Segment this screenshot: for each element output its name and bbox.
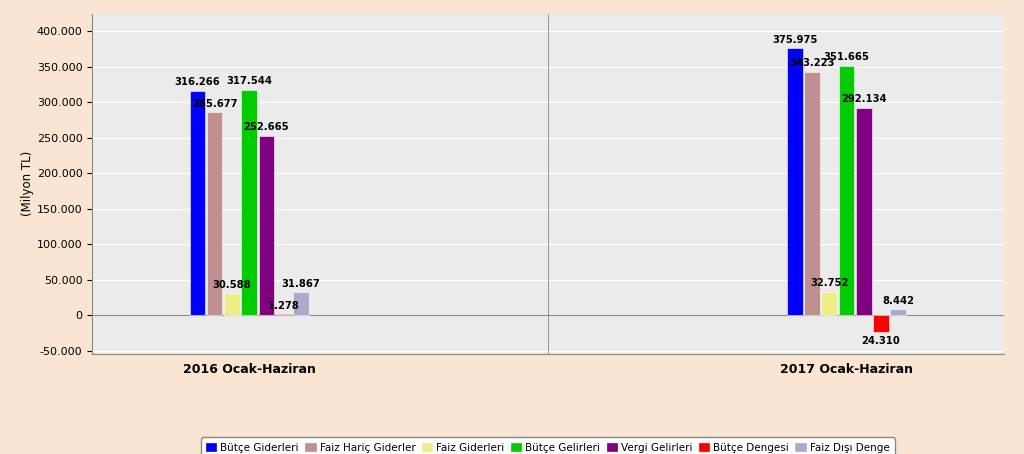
Bar (839, 66, 854, 315)
Text: 252.665: 252.665 (244, 122, 289, 132)
Bar (891, 309, 906, 315)
Bar (224, 293, 240, 315)
Text: 1.278: 1.278 (267, 301, 299, 311)
Bar (821, 292, 837, 315)
Text: 316.266: 316.266 (174, 77, 220, 87)
Bar (242, 90, 257, 315)
Bar (856, 108, 871, 315)
Text: 8.442: 8.442 (883, 296, 914, 306)
Text: 375.975: 375.975 (772, 35, 817, 45)
Bar (207, 113, 222, 315)
Text: 351.665: 351.665 (823, 52, 869, 62)
Text: 2017 Ocak-Haziran: 2017 Ocak-Haziran (780, 363, 913, 375)
Text: 30.588: 30.588 (213, 280, 251, 290)
Text: 343.223: 343.223 (790, 58, 835, 68)
Bar (189, 91, 205, 315)
Text: 31.867: 31.867 (282, 279, 321, 289)
Text: 2016 Ocak-Haziran: 2016 Ocak-Haziran (182, 363, 315, 375)
Text: 292.134: 292.134 (841, 94, 887, 104)
Bar (873, 315, 889, 332)
Bar (293, 292, 308, 315)
Text: 24.310: 24.310 (861, 336, 900, 346)
Legend: Bütçe Giderleri, Faiz Hariç Giderler, Faiz Giderleri, Bütçe Gelirleri, Vergi Gel: Bütçe Giderleri, Faiz Hariç Giderler, Fa… (201, 438, 895, 454)
Text: 285.677: 285.677 (191, 99, 238, 109)
Bar (804, 72, 820, 315)
Bar (787, 49, 803, 315)
Text: 32.752: 32.752 (810, 278, 849, 288)
Bar (259, 136, 274, 315)
Text: 317.544: 317.544 (226, 76, 272, 86)
Y-axis label: (Milyon TL): (Milyon TL) (20, 151, 34, 217)
Bar (275, 314, 292, 315)
